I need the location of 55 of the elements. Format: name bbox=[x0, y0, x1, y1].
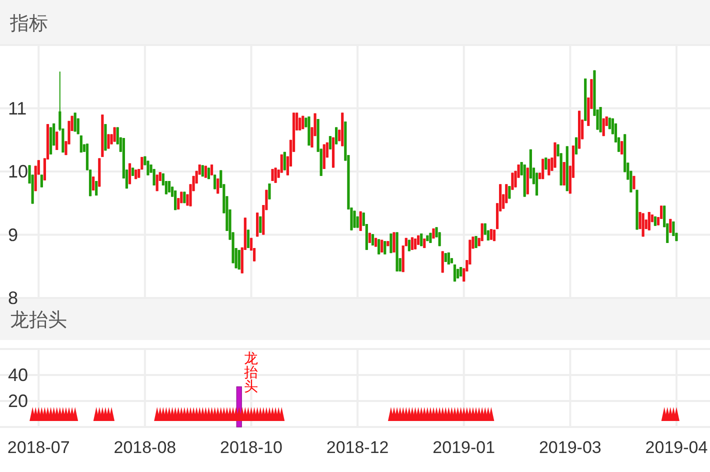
candlestick bbox=[328, 136, 332, 150]
candlestick bbox=[353, 210, 356, 228]
candlestick bbox=[474, 236, 478, 249]
candlestick bbox=[548, 158, 550, 176]
data-label: 龙抬头 bbox=[244, 351, 258, 395]
candlestick bbox=[246, 229, 250, 249]
y-tick-label: 9 bbox=[8, 224, 18, 245]
x-tick-label: 2018-08 bbox=[114, 438, 176, 457]
candlestick bbox=[562, 162, 566, 186]
x-tick-label: 2018-12 bbox=[326, 438, 389, 457]
candlestick bbox=[113, 126, 116, 142]
candlestick bbox=[490, 228, 492, 240]
candlestick bbox=[152, 168, 156, 186]
candlestick bbox=[669, 218, 672, 234]
candlestick bbox=[92, 176, 95, 191]
x-tick-label: 2018-10 bbox=[220, 438, 282, 457]
x-tick-label: 2019-04 bbox=[645, 438, 708, 457]
candlestick bbox=[210, 164, 214, 176]
candlestick bbox=[214, 174, 216, 190]
candlestick bbox=[460, 267, 462, 276]
candlestick bbox=[274, 167, 277, 184]
candlestick bbox=[511, 172, 514, 190]
candlestick bbox=[56, 131, 58, 150]
y-tick-label: 10 bbox=[8, 162, 28, 182]
candlestick bbox=[642, 212, 644, 238]
y-tick-label: 8 bbox=[8, 288, 18, 308]
candlestick bbox=[259, 216, 262, 234]
candlestick bbox=[74, 112, 76, 132]
candlestick bbox=[359, 210, 362, 232]
x-tick-label: 2019-01 bbox=[432, 438, 496, 457]
y-tick-label: 11 bbox=[8, 98, 27, 118]
candlestick bbox=[620, 140, 624, 155]
candlestick bbox=[334, 126, 338, 145]
candlestick bbox=[146, 160, 150, 176]
chart-title: 指标 bbox=[9, 12, 48, 34]
candlestick bbox=[268, 183, 271, 200]
candlestick bbox=[441, 250, 444, 274]
candlestick bbox=[508, 186, 511, 200]
x-tick-label: 2018-07 bbox=[7, 438, 70, 457]
candlestick bbox=[574, 136, 578, 155]
candlestick bbox=[380, 239, 384, 253]
candlestick bbox=[384, 240, 386, 255]
x-tick-label: 2019-03 bbox=[538, 438, 602, 457]
chart-title: 龙抬头 bbox=[10, 309, 67, 331]
candlestick bbox=[378, 238, 380, 255]
candlestick bbox=[204, 165, 207, 178]
y-tick-label: 20 bbox=[8, 391, 28, 411]
y-tick-label: 40 bbox=[8, 365, 28, 385]
candlestick bbox=[414, 238, 417, 250]
candlestick bbox=[410, 236, 414, 250]
candlestick bbox=[447, 252, 450, 265]
candlestick bbox=[156, 174, 158, 192]
candlestick bbox=[40, 174, 43, 188]
candlestick bbox=[544, 157, 548, 170]
candlestick bbox=[648, 211, 650, 231]
